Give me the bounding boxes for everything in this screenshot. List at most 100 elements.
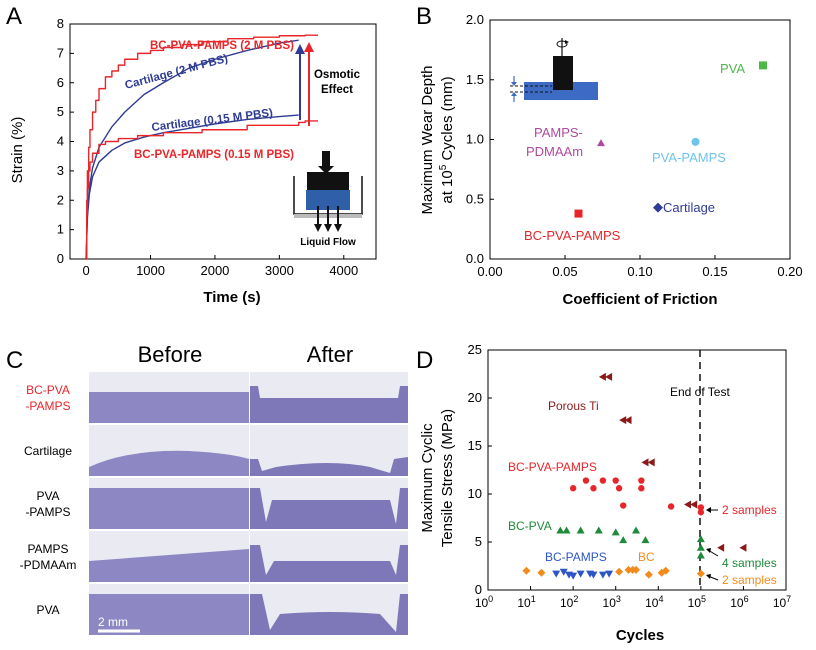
- d-point-bc: [661, 566, 670, 575]
- d-point-bc-pva-pamps: [697, 509, 705, 516]
- d-point-porous-ti: [598, 372, 606, 381]
- b-ytick-label: 0.0: [466, 251, 484, 266]
- d-xtick-label: 101: [517, 594, 535, 610]
- b-xtick-label: 0.00: [477, 264, 502, 279]
- d-point-bc-pva: [576, 526, 585, 534]
- d-point-bc-pva: [696, 543, 705, 551]
- d-point-bc-pva: [632, 526, 641, 534]
- a-xtick-label: 2000: [200, 263, 229, 278]
- row-label: PAMPS: [27, 542, 68, 556]
- label-cartilage-2m: Cartilage (2 M PBS): [124, 53, 230, 92]
- panel-a-letter: A: [6, 3, 22, 30]
- b-ytick-label: 0.5: [466, 191, 484, 206]
- d-point-bc: [624, 565, 633, 574]
- row-label: Cartilage: [24, 444, 72, 458]
- d-point-bc-pva-pamps: [582, 477, 590, 484]
- d-point-bc-pva-pamps: [590, 485, 597, 492]
- liquid-flow-label: Liquid Flow: [300, 237, 356, 248]
- d-point-bc-pva: [696, 535, 705, 543]
- d-point-porous-ti: [605, 372, 613, 381]
- panel-b: B Maximum Wear Depth at 105 Cycles (mm) …: [416, 3, 803, 308]
- d-ytick-label: 5: [475, 534, 482, 549]
- sample-profile-before: [89, 450, 249, 476]
- micrograph-row: Cartilage: [24, 425, 408, 476]
- row-label-2: -PAMPS: [25, 505, 70, 519]
- a-ytick-label: 7: [57, 45, 64, 60]
- d-point-bc-pamps: [552, 570, 561, 578]
- d-point-bc: [615, 567, 624, 576]
- sample-profile-after: [250, 594, 408, 635]
- d-xtick-label: 103: [603, 594, 621, 610]
- confinement-schematic: [293, 151, 363, 232]
- d-xtick-label: 100: [475, 594, 493, 610]
- d-point-bc-pva-pamps: [638, 485, 645, 492]
- sample-profile-before: [89, 392, 249, 423]
- sample-profile-before: [89, 594, 249, 635]
- d-point-bc-pva-pamps: [612, 477, 619, 484]
- d-point-bc: [644, 570, 653, 579]
- micrograph-row: BC-PVA -PAMPS: [25, 372, 408, 423]
- d-point-bc: [537, 568, 546, 577]
- label-pdmaam: PDMAAm: [526, 144, 583, 159]
- d-point-bc-pamps: [589, 571, 598, 579]
- panel-a-ylabel: Strain (%): [9, 117, 26, 184]
- a-xtick-label: 1000: [136, 263, 165, 278]
- row-label: BC-PVA: [26, 383, 70, 397]
- panel-d-ylabel-1: Maximum Cyclic: [419, 423, 436, 533]
- scalebar-label: 2 mm: [98, 615, 128, 629]
- d-ytick-label: 10: [468, 486, 482, 501]
- sample-profile-after: [250, 545, 408, 582]
- d-ytick-label: 25: [468, 342, 482, 357]
- d-point-porous-ti: [690, 500, 698, 509]
- d-point-bc-pva-pamps: [615, 485, 623, 492]
- row-label: PVA: [36, 603, 59, 617]
- label-d-bc: BC: [638, 550, 655, 564]
- osmotic-arrows: [295, 42, 314, 126]
- d-point-bc-pva-pamps: [620, 502, 627, 509]
- d-point-bc-pamps: [559, 568, 568, 576]
- d-ytick-label: 15: [468, 438, 482, 453]
- d-point-bc-pva-pamps: [599, 477, 607, 484]
- panel-c-letter: C: [6, 347, 23, 374]
- d-point-bc-pva-pamps: [697, 504, 705, 511]
- b-ytick-label: 2.0: [466, 12, 484, 27]
- a-ytick-label: 2: [57, 192, 64, 207]
- a-xtick-label: 4000: [329, 263, 358, 278]
- a-ytick-label: 5: [57, 104, 64, 119]
- d-point-bc: [632, 565, 641, 574]
- panel-a: A Strain (%) Time (s) 0 1000 2000 3000 4000 0…: [6, 3, 377, 306]
- d-point-porous-ti: [619, 416, 627, 425]
- panel-b-xlabel: Coefficient of Friction: [563, 291, 718, 308]
- d-point-bc-pva: [562, 526, 571, 534]
- d-xtick-label: 104: [645, 594, 663, 610]
- annot-4-samples: 4 samples: [722, 556, 777, 570]
- d-point-bc-pva-pamps: [569, 485, 577, 492]
- a-xtick-label: 3000: [265, 263, 294, 278]
- d-point-porous-ti: [684, 500, 692, 509]
- micrograph-row: PVA -PAMPS: [25, 478, 408, 529]
- annot-2-samples-red: 2 samples: [722, 503, 777, 517]
- d-ytick-label: 20: [468, 390, 482, 405]
- d-xtick-label: 105: [688, 594, 706, 610]
- panel-b-ylabel-1: Maximum Wear Depth: [419, 66, 436, 215]
- b-xtick-label: 0.05: [552, 264, 577, 279]
- label-cartilage: Cartilage: [663, 200, 715, 215]
- d-ytick-label: 0: [475, 582, 482, 597]
- osmotic-label-1: Osmotic: [314, 69, 361, 81]
- a-series-line-2: [85, 114, 299, 260]
- sample-arrows: [706, 507, 719, 581]
- wear-schematic: [510, 38, 598, 102]
- sample-profile-after: [250, 488, 408, 529]
- a-ytick-label: 3: [57, 163, 64, 178]
- a-series-line-1: [85, 39, 299, 260]
- a-ytick-label: 8: [57, 16, 64, 31]
- a-series-line-0: [86, 34, 319, 260]
- panel-d-xlabel: Cycles: [616, 627, 664, 644]
- b-xtick-label: 0.10: [627, 264, 652, 279]
- panel-d-frame: [487, 349, 787, 591]
- scalebar: 2 mm: [98, 615, 140, 633]
- a-ytick-label: 6: [57, 75, 64, 90]
- d-point-bc-pamps: [598, 571, 607, 579]
- label-bcpvapamps-015m: BC-PVA-PAMPS (0.15 M PBS): [134, 149, 294, 161]
